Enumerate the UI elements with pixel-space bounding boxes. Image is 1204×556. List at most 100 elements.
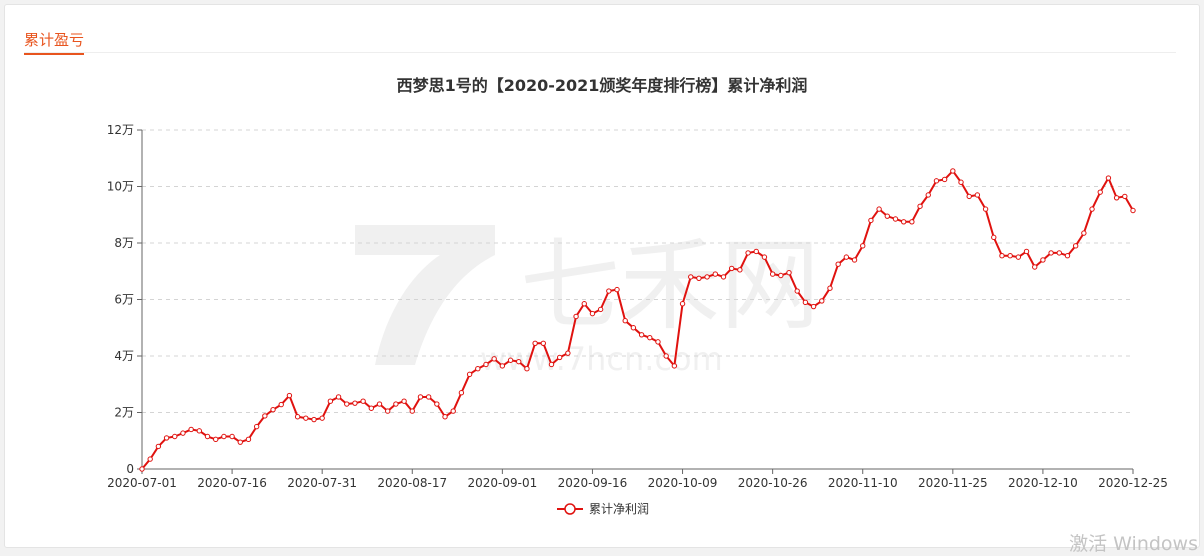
y-axis: 0 2万 4万 6万 8万 10万 12万 [107,123,143,476]
legend[interactable]: 累计净利润 [557,502,649,516]
watermark-brand: 七禾网 [520,227,820,344]
data-point [720,274,727,280]
data-point [1032,264,1038,270]
y-tick-label: 10万 [107,180,134,194]
section-title: 累计盈亏 [24,29,85,55]
data-point [753,248,759,255]
data-point [294,414,301,420]
data-point [712,271,719,277]
data-point [786,269,792,276]
data-point [671,363,678,369]
data-point [728,265,735,272]
data-point [270,406,276,413]
data-point [188,426,194,433]
x-axis: 2020-07-01 2020-07-16 2020-07-31 2020-08-17… [107,468,1168,490]
data-point [991,234,997,241]
data-point [352,400,358,406]
data-point [155,443,162,450]
data-point [458,390,465,396]
data-point [573,313,579,320]
data-point [950,168,956,174]
y-tick-label: 2万 [114,406,134,420]
data-point [450,408,456,414]
data-point [933,178,940,184]
data-point [884,213,890,219]
data-point [1113,195,1120,201]
data-point [868,217,874,224]
data-point [851,257,858,263]
data-point [761,254,768,260]
data-point [843,254,850,260]
data-point [466,371,473,378]
y-tick-label: 0 [126,462,134,476]
data-point [606,288,612,294]
data-point [810,303,817,310]
data-point [344,401,350,407]
data-point [647,334,653,341]
data-point [483,361,489,368]
x-tick-label: 2020-09-16 [558,476,628,490]
section-divider [24,52,1176,53]
data-point [499,363,506,369]
data-point [1097,189,1103,195]
data-point [303,415,309,421]
x-tick-label: 2020-10-09 [648,476,718,490]
legend-marker-icon [564,503,576,515]
data-point [213,436,219,443]
data-point [475,366,481,372]
data-point [1089,206,1095,212]
x-tick-label: 2020-10-26 [738,476,808,490]
data-point [1015,254,1022,260]
data-point [597,306,604,313]
data-point [434,401,440,407]
data-point [253,423,260,430]
data-point [819,298,825,304]
y-tick-label: 4万 [114,349,134,363]
data-point [327,398,334,404]
data-point [147,456,153,462]
data-point [704,274,710,280]
windows-activation-watermark: 激活 Windows [1069,533,1198,555]
legend-label: 累计净利润 [589,502,649,516]
y-tick-label: 12万 [107,123,134,137]
data-point [286,392,293,399]
data-point [245,436,252,443]
data-point [909,219,915,225]
data-point [262,413,268,419]
data-point [278,401,284,408]
data-point [516,358,522,365]
data-point [196,428,203,434]
data-point [581,301,587,307]
x-tick-label: 2020-08-17 [377,476,447,490]
data-point [827,285,833,291]
data-point [1007,253,1013,259]
data-point [1130,207,1136,214]
data-point [507,357,514,363]
data-point [622,317,628,324]
watermark-url: www.7hcn.com [480,340,723,378]
data-point [376,401,383,407]
data-point [778,272,784,279]
data-point [900,219,907,225]
watermark: 七禾网 www.7hcn.com [355,225,820,378]
data-point [630,325,637,331]
data-point [524,366,530,372]
data-point [737,267,743,273]
data-point [425,394,432,400]
data-point [958,179,964,185]
data-point [556,354,563,361]
x-tick-label: 2020-09-01 [467,476,537,490]
data-point [655,339,661,345]
chart-title: 西梦思1号的【2020-2021颁奖年度排行榜】累计净利润 [396,76,808,95]
data-point [237,439,243,445]
data-point [319,415,325,421]
data-point [966,193,972,200]
data-point [1023,248,1030,255]
data-point [417,394,424,400]
data-point [941,176,948,183]
data-point [221,433,227,440]
data-point [917,203,923,209]
data-point [769,271,776,277]
y-tick-label: 8万 [114,236,134,250]
